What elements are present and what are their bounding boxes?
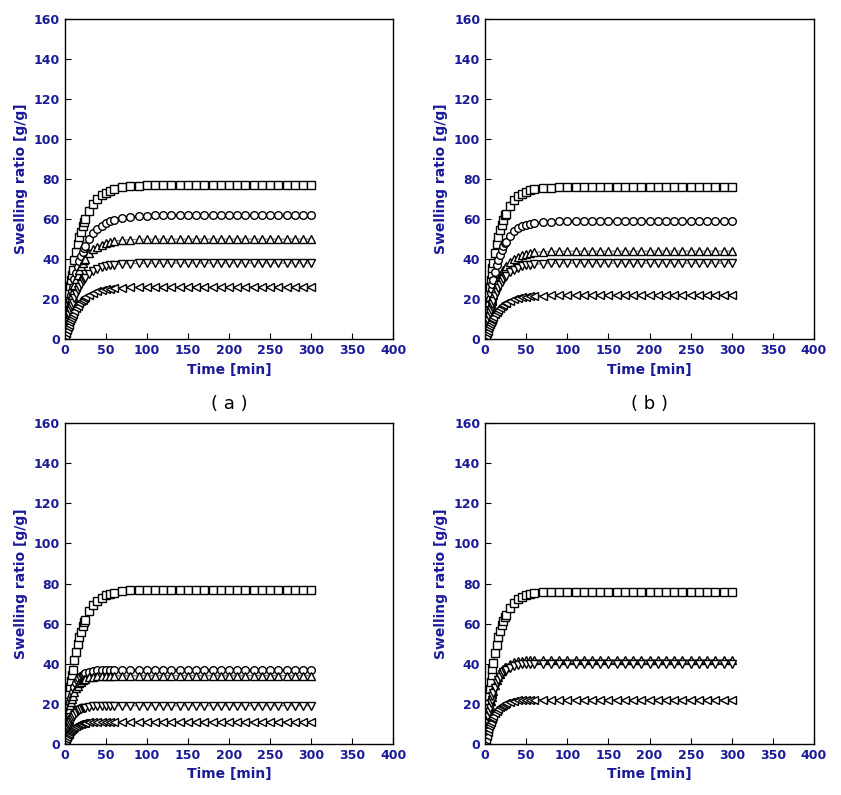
X-axis label: Time [min]: Time [min] [607, 767, 692, 781]
Y-axis label: Swelling ratio [g/g]: Swelling ratio [g/g] [14, 104, 28, 254]
Y-axis label: Swelling ratio [g/g]: Swelling ratio [g/g] [435, 104, 448, 254]
X-axis label: Time [min]: Time [min] [187, 767, 272, 781]
Text: ( a ): ( a ) [211, 395, 247, 413]
Y-axis label: Swelling ratio [g/g]: Swelling ratio [g/g] [435, 508, 448, 659]
X-axis label: Time [min]: Time [min] [607, 363, 692, 377]
Text: ( b ): ( b ) [631, 395, 668, 413]
Y-axis label: Swelling ratio [g/g]: Swelling ratio [g/g] [14, 508, 28, 659]
X-axis label: Time [min]: Time [min] [187, 363, 272, 377]
